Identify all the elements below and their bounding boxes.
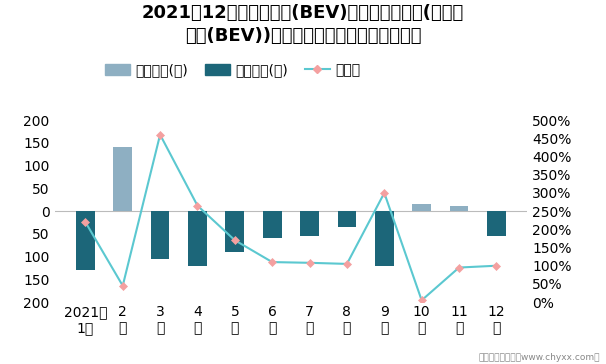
Bar [300, 211, 319, 236]
Bar [188, 211, 207, 266]
产销率 [82, 220, 89, 224]
产销率 [268, 260, 276, 264]
Text: 2021年12月雪佛兰畅巡(BEV)旗下最畅销轿车(雪佛兰
畅巡(BEV))近一年库存情况及产销率统计图: 2021年12月雪佛兰畅巡(BEV)旗下最畅销轿车(雪佛兰 畅巡(BEV))近一… [142, 4, 464, 45]
产销率 [343, 262, 350, 266]
Bar [375, 211, 394, 266]
产销率 [231, 238, 239, 242]
产销率 [493, 264, 500, 268]
Legend: 积压库存(辆), 清仓库存(辆), 产销率: 积压库存(辆), 清仓库存(辆), 产销率 [99, 58, 366, 83]
产销率 [156, 132, 164, 137]
产销率 [306, 261, 313, 265]
产销率 [194, 203, 201, 208]
产销率 [381, 191, 388, 195]
Bar [412, 204, 431, 211]
Bar [151, 211, 170, 259]
产销率 [119, 284, 127, 288]
Bar [113, 147, 132, 211]
Bar [487, 211, 506, 236]
Bar [225, 211, 244, 252]
Bar [263, 211, 282, 238]
Bar [450, 206, 468, 211]
Bar [76, 211, 95, 270]
Text: 制图：智研咨询（www.chyxx.com）: 制图：智研咨询（www.chyxx.com） [479, 353, 600, 362]
Line: 产销率: 产销率 [82, 132, 499, 303]
产销率 [418, 298, 425, 302]
Bar [338, 211, 356, 227]
产销率 [455, 265, 462, 270]
